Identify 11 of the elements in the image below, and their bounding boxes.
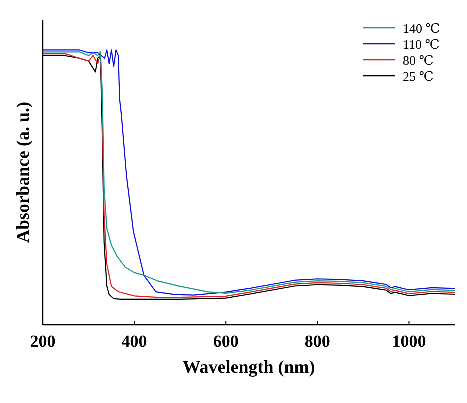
x-tick-label: 200 bbox=[30, 332, 56, 351]
x-tick-label: 800 bbox=[304, 332, 330, 351]
legend-label: 80 ℃ bbox=[403, 53, 434, 68]
y-axis-title: Absorbance (a. u.) bbox=[13, 102, 33, 244]
x-tick-label: 600 bbox=[213, 332, 239, 351]
legend-label: 25 ℃ bbox=[403, 69, 434, 84]
x-tick-label: 1000 bbox=[392, 332, 426, 351]
legend-label: 110 ℃ bbox=[403, 37, 440, 52]
x-axis-title: Wavelength (nm) bbox=[182, 357, 316, 377]
x-tick-label: 400 bbox=[122, 332, 148, 351]
legend-label: 140 ℃ bbox=[403, 21, 440, 36]
